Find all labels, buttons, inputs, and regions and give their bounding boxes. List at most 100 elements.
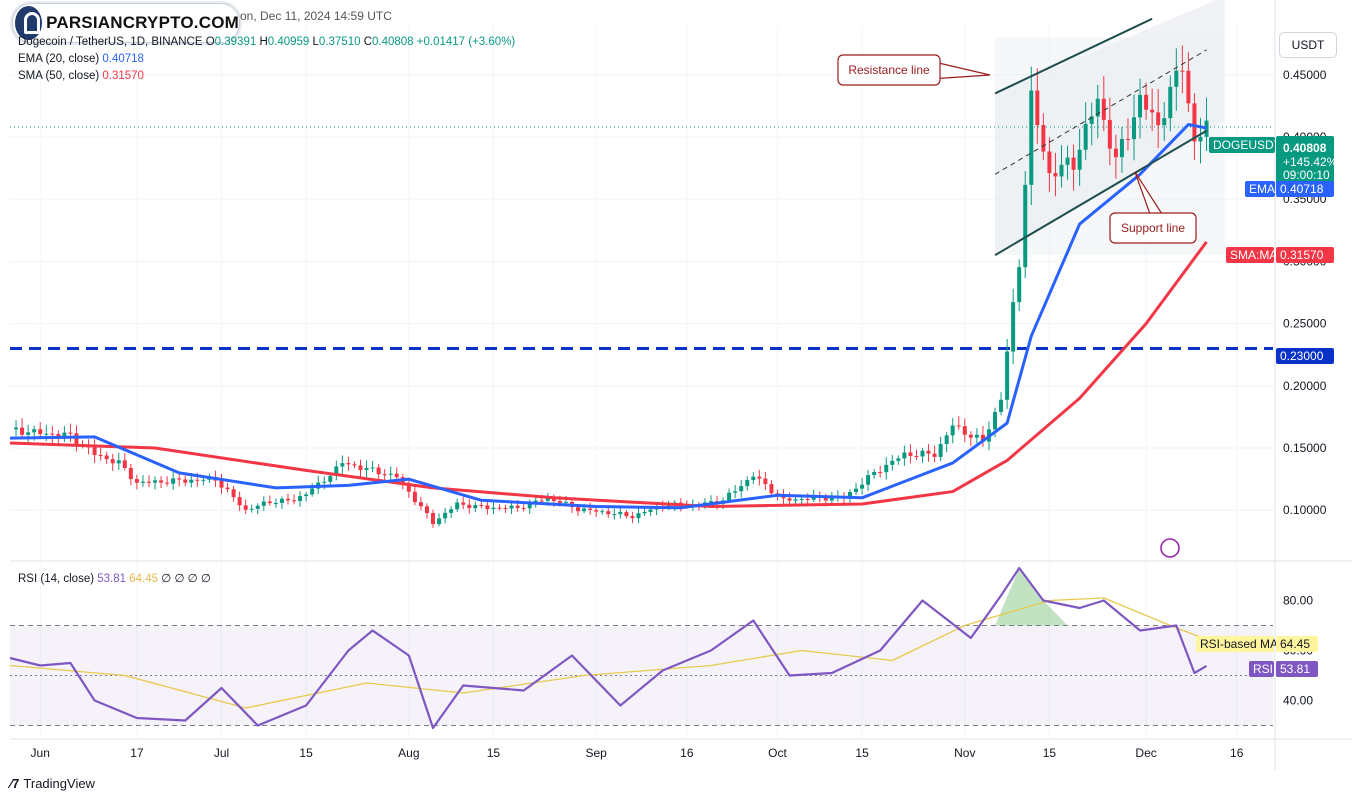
candle-body [890,460,895,465]
support-callout[interactable]: Support line [1109,171,1197,244]
candle-body [32,429,37,433]
candle-body [74,433,79,444]
candle-body [140,481,145,483]
candle-body [1017,267,1022,303]
candle-body [376,467,381,475]
tradingview-brand[interactable]: ⁄7 TradingView [10,776,95,791]
candle-body [974,434,979,438]
rsi-legend-extras: ∅ ∅ ∅ ∅ [161,573,211,585]
time-tick-label: Aug [398,746,419,760]
candle-body [491,507,496,510]
candle-body [950,425,955,436]
rsi-ma-value-badge-bg [1276,636,1318,652]
sma-tag-badge: SMA:MA [1226,247,1277,263]
ema-value-badge-text: 0.40718 [1280,182,1324,196]
sma-tag-badge-bg [1226,247,1274,263]
candle-body [340,463,345,467]
candle-body [793,499,798,501]
candle-body [648,509,653,512]
candle-body [1065,157,1070,165]
candles [14,45,1209,528]
time-tick-label: Nov [954,746,975,760]
price-badge-line: 09:00:10 [1283,168,1330,182]
candle-body [503,507,508,509]
level-badge-text: 0.23000 [1280,349,1324,363]
candle-body [823,496,828,501]
ema-tag-badge: EMA [1245,181,1275,197]
candle-body [394,473,399,478]
candle-body [956,425,961,427]
symbol-badge-text: DOGEUSDT [1213,138,1282,152]
candle-body [763,478,768,485]
symbol-badge: DOGEUSDT [1209,137,1282,153]
candle-body [56,434,61,438]
candle-body [860,484,865,489]
alert-lightning-icon[interactable] [1160,538,1180,558]
candle-body [104,455,109,460]
candle-body [412,491,417,503]
watermark-logo: PARSIANCRYPTO.COM [12,3,240,43]
tradingview-logo-icon: ⁄7 [10,776,20,791]
price-badge [1276,136,1334,190]
candle-body [388,473,393,475]
price-change: +0.01417 (+3.60%) [416,36,516,48]
candle-body [1101,98,1106,120]
rsi-tag-badge-bg [1249,661,1274,677]
candle-body [243,505,248,510]
candle-body [878,472,883,474]
candle-body [618,512,623,515]
sma-legend[interactable]: SMA (50, close) 0.31570 [18,70,144,82]
candle-body [751,476,756,480]
symbol-label[interactable]: Dogecoin / TetherUS, 1D, BINANCE [18,36,203,48]
support-trendline[interactable] [994,129,1208,257]
rsi-overbought-fill [995,568,1068,626]
candle-body [1192,103,1197,142]
candle-body [539,500,544,502]
candle-body [1138,94,1143,118]
candle-body [431,513,436,525]
candle-body [116,460,121,464]
candle-body [485,505,490,510]
candle-body [128,467,133,480]
rsi-ma-tag-badge-text: RSI-based MA [1200,637,1278,651]
candle-body [68,432,73,434]
candle-body [219,480,224,488]
time-tick-label: Dec [1135,746,1156,760]
candle-body [588,508,593,510]
candle-body [352,464,357,466]
ema-legend[interactable]: EMA (20, close) 0.40718 [18,53,144,65]
candle-body [1198,136,1203,142]
candle-body [1041,125,1046,152]
candle-body [733,491,738,493]
candle-body [201,479,206,481]
price-tick-label: 0.15000 [1283,441,1327,455]
resistance-trendline[interactable] [994,17,1153,95]
candle-body [944,435,949,444]
candle-body [171,478,176,484]
candle-body [382,474,387,476]
candle-body [1204,120,1209,137]
candle-body [304,494,309,497]
candle-body [231,489,236,498]
rsi-ma-legend-value: 64.45 [129,573,159,585]
time-tick-label: 15 [487,746,501,760]
candle-body [1180,70,1185,72]
candle-body [473,505,478,509]
candle-body [1011,302,1016,352]
ohlc-o: O0.39391 [205,36,257,48]
channel-midline[interactable] [994,49,1207,175]
candle-body [606,511,611,515]
candle-body [624,512,629,517]
ema-legend-value: 0.40718 [102,53,144,65]
currency-selector[interactable]: USDT [1279,32,1337,58]
candle-body [1156,112,1161,126]
candle-body [418,502,423,507]
candle-body [92,447,97,455]
candle-body [255,505,260,509]
candle-body [1029,90,1034,185]
candle-body [932,453,937,457]
candle-body [20,427,25,435]
rsi-legend[interactable]: RSI (14, close) 53.81 64.45 ∅ ∅ ∅ ∅ [18,571,211,585]
resistance-callout[interactable]: Resistance line [837,54,991,86]
